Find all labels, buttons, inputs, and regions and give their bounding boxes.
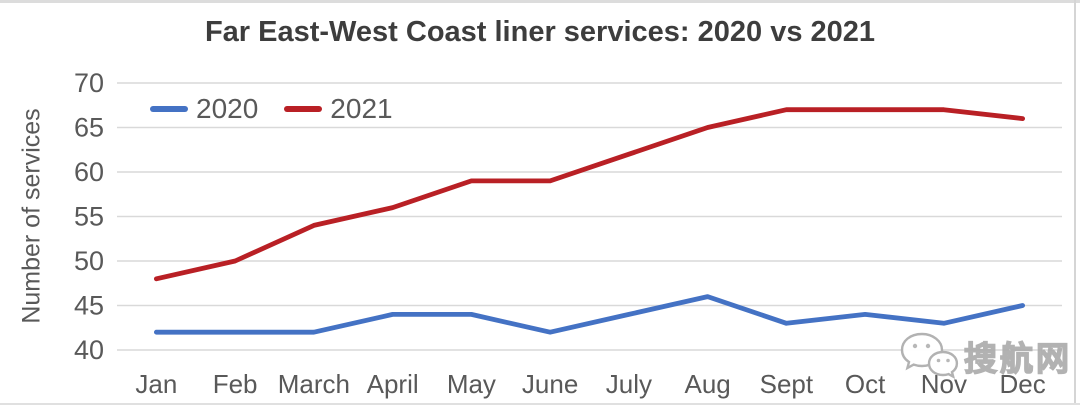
watermark-text: 搜航网 bbox=[963, 339, 1072, 377]
x-tick-label: Sept bbox=[760, 369, 814, 399]
x-tick-label: April bbox=[367, 369, 419, 399]
watermark: 搜航网 bbox=[898, 330, 1072, 382]
legend-swatch-2021 bbox=[284, 106, 323, 112]
legend-item-2020: 2020 bbox=[150, 93, 258, 125]
legend-swatch-2020 bbox=[150, 106, 188, 112]
x-tick-label: March bbox=[278, 369, 350, 399]
x-tick-label: June bbox=[522, 369, 578, 399]
y-tick-label: 65 bbox=[74, 113, 104, 143]
series-line-2021 bbox=[153, 107, 1026, 282]
legend-item-2021: 2021 bbox=[284, 93, 393, 125]
x-tick-label: May bbox=[447, 369, 496, 399]
legend-label-2021: 2021 bbox=[330, 93, 393, 124]
y-tick-label: 55 bbox=[74, 202, 104, 232]
frame-border-right bbox=[1074, 0, 1076, 405]
x-tick-label: Jan bbox=[135, 369, 177, 399]
series-line-2020 bbox=[153, 294, 1026, 335]
frame-border-bottom bbox=[0, 403, 1080, 405]
frame-border-top bbox=[0, 0, 1080, 3]
y-tick-label: 45 bbox=[74, 291, 104, 321]
legend-label-2020: 2020 bbox=[196, 93, 259, 124]
x-tick-label: Feb bbox=[213, 369, 258, 399]
x-tick-label: Aug bbox=[684, 369, 730, 399]
x-tick-label: July bbox=[606, 369, 652, 399]
chart-title: Far East-West Coast liner services: 2020… bbox=[204, 16, 876, 48]
x-tick-label: Dec bbox=[1000, 369, 1046, 399]
y-tick-label: 60 bbox=[74, 157, 104, 187]
y-tick-label: 50 bbox=[74, 246, 104, 276]
wechat-icon bbox=[900, 332, 959, 379]
y-tick-label: 70 bbox=[74, 68, 104, 98]
x-tick-label: Oct bbox=[845, 369, 886, 399]
legend: 2020 2021 bbox=[150, 93, 393, 125]
y-tick-label: 40 bbox=[74, 335, 104, 365]
